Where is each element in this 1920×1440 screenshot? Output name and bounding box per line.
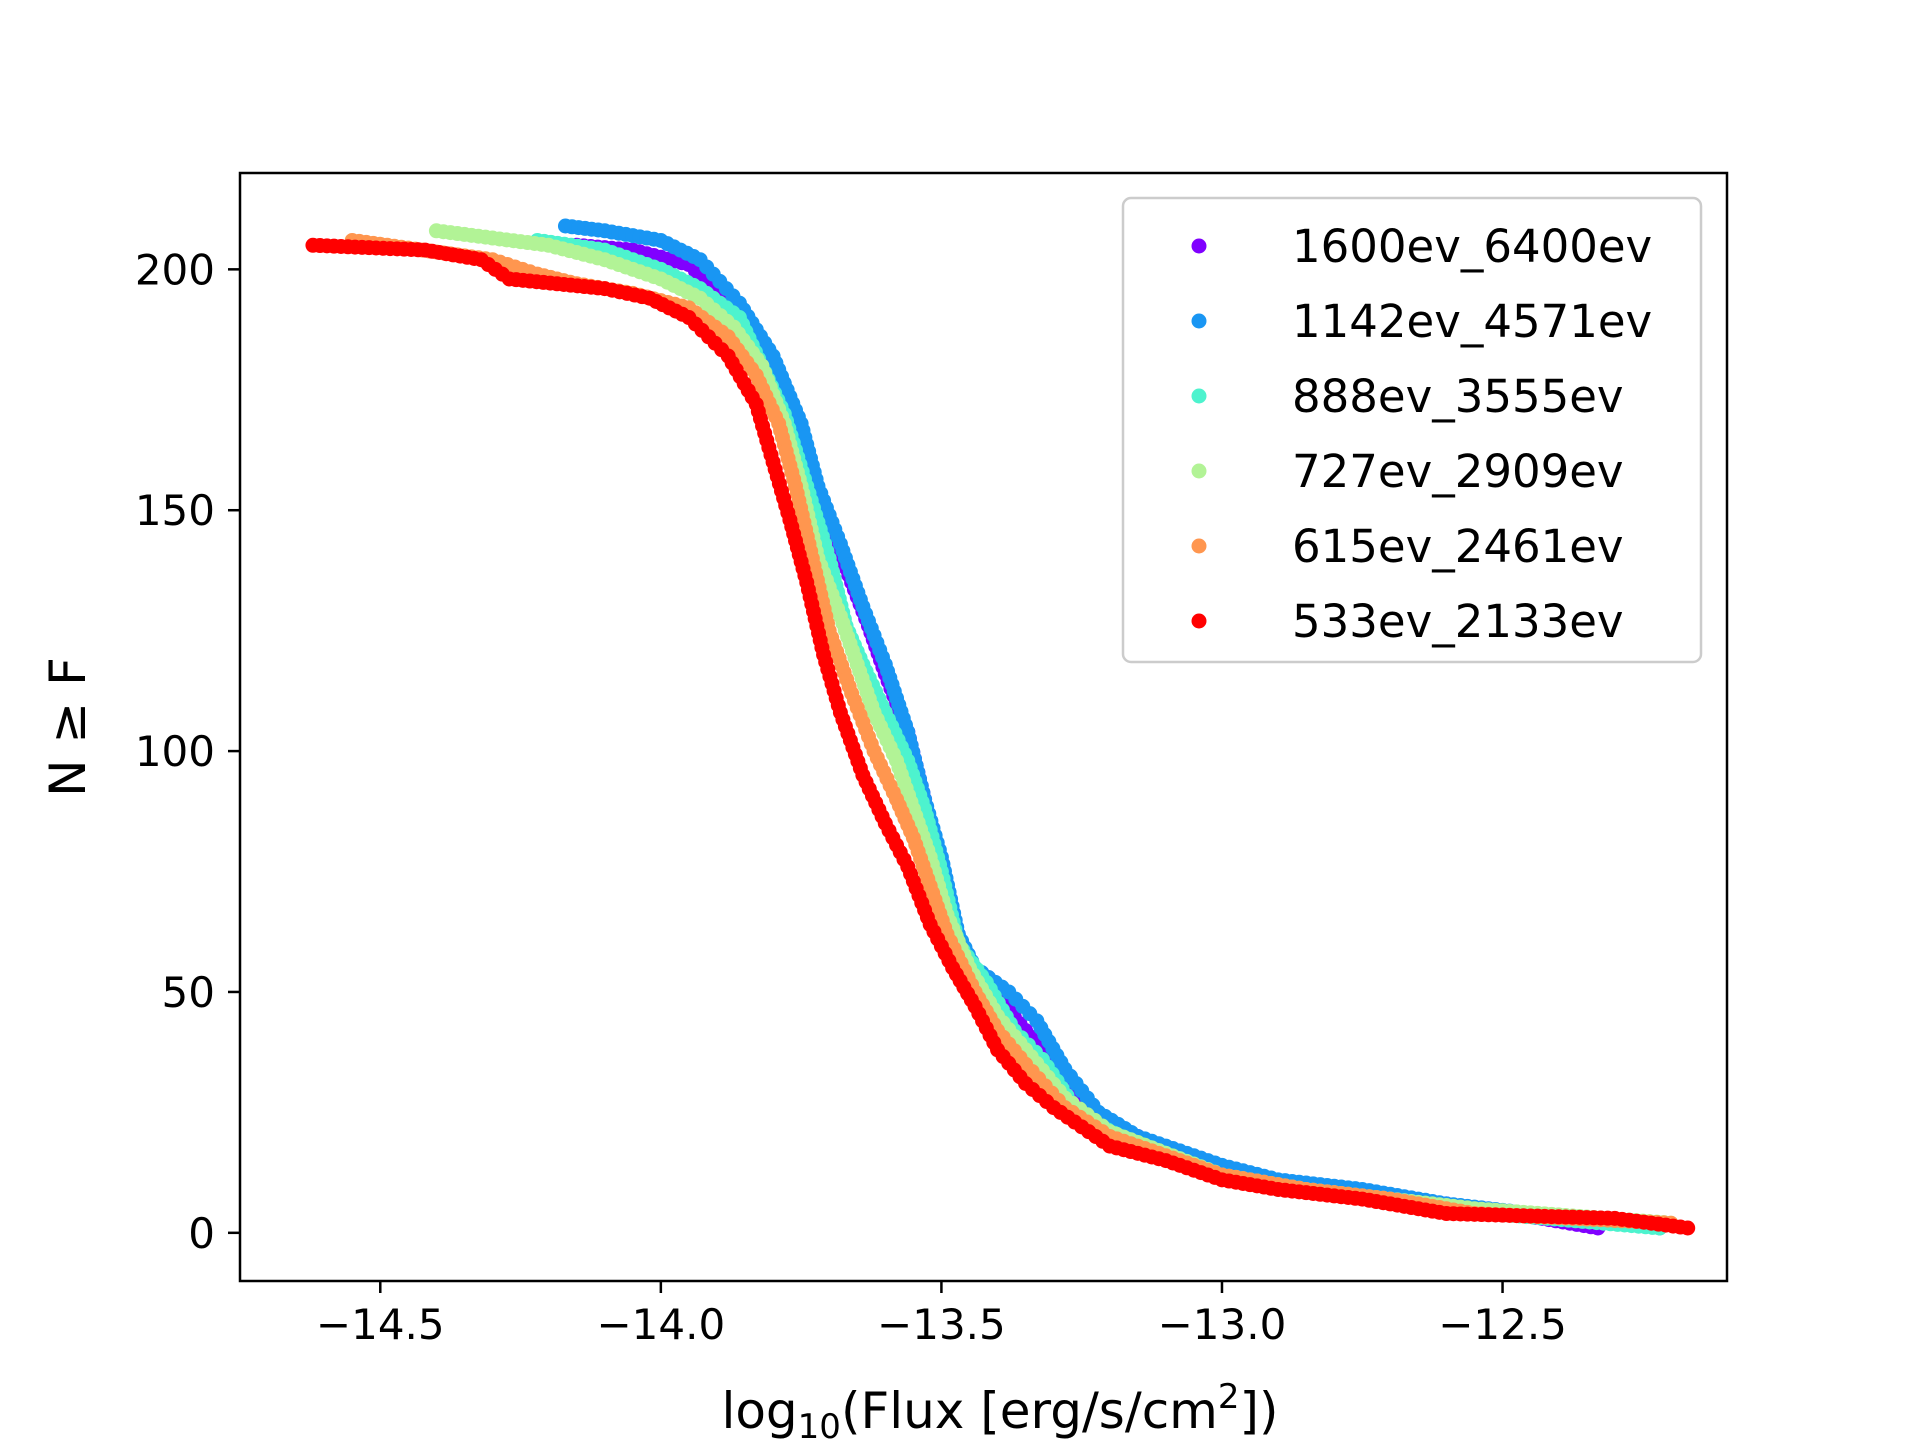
x-tick-label: −13.5	[877, 1300, 1006, 1349]
plot-frame	[238, 171, 1729, 1283]
x-axis-title-sub: 10	[798, 1407, 841, 1440]
legend-label: 888ev_3555ev	[1292, 370, 1624, 423]
y-tick-label: 50	[162, 968, 215, 1017]
legend-label: 615ev_2461ev	[1292, 520, 1624, 573]
x-tick-label: −14.0	[596, 1300, 725, 1349]
y-tick-label: 0	[188, 1209, 215, 1258]
data-point	[1680, 1220, 1696, 1236]
series-533ev_2133ev	[305, 237, 1696, 1236]
x-axis-title-sup: 2	[1218, 1377, 1240, 1417]
x-axis-title: log10(Flux [erg/s/cm2])	[721, 1377, 1278, 1440]
legend: 1600ev_6400ev 1142ev_4571ev 888ev_3555ev 72…	[1121, 196, 1703, 664]
legend-marker-888ev_3555ev	[1191, 388, 1207, 404]
x-axis-title-pre: log	[721, 1382, 797, 1440]
scatter-points	[305, 218, 1696, 1236]
y-tick-label: 100	[135, 727, 215, 776]
legend-marker-1142ev_4571ev	[1191, 313, 1207, 329]
x-tick-label: −14.5	[316, 1300, 445, 1349]
legend-label: 1142ev_4571ev	[1292, 295, 1652, 348]
legend-label: 727ev_2909ev	[1292, 445, 1624, 498]
legend-marker-1600ev_6400ev	[1191, 238, 1207, 254]
y-axis-title: N ≥ F	[39, 657, 97, 797]
y-tick-label: 200	[135, 245, 215, 294]
legend-label: 533ev_2133ev	[1292, 595, 1624, 648]
x-axis-title-mid: (Flux [erg/s/cm	[841, 1382, 1218, 1440]
legend-marker-615ev_2461ev	[1191, 538, 1207, 554]
legend-label: 1600ev_6400ev	[1292, 220, 1652, 273]
y-axis: 0 50 100 150 200	[135, 245, 240, 1258]
x-tick-label: −12.5	[1438, 1300, 1567, 1349]
legend-marker-727ev_2909ev	[1191, 463, 1207, 479]
legend-marker-533ev_2133ev	[1191, 613, 1207, 629]
y-tick-label: 150	[135, 486, 215, 535]
x-axis: −14.5 −14.0 −13.5 −13.0 −12.5	[316, 1281, 1567, 1349]
x-tick-label: −13.0	[1158, 1300, 1287, 1349]
x-axis-title-post: ])	[1240, 1382, 1279, 1440]
legend-box	[1121, 196, 1703, 664]
